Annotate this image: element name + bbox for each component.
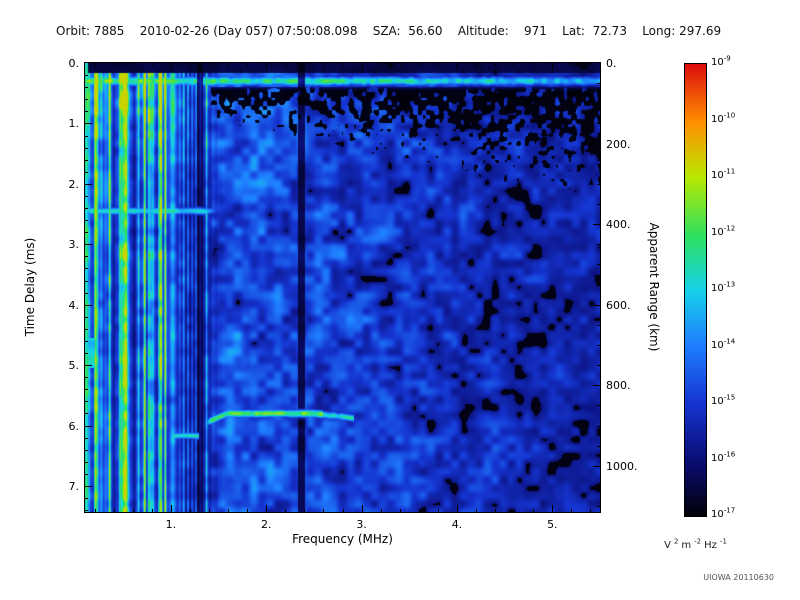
colorbar (684, 63, 707, 517)
right-axis-title: Apparent Range (km) (647, 222, 661, 352)
range-tick-label: 0. (606, 57, 617, 70)
y-tick-label: 1. (68, 117, 80, 131)
colorbar-tick-label: 10-10 (711, 111, 736, 125)
x-tick-label: 2. (260, 518, 272, 531)
range-tick-label: 200. (606, 137, 631, 151)
colorbar-tick-label: 10-12 (711, 224, 736, 238)
x-tick-label: 5. (547, 518, 558, 531)
unit-part: m -2 (681, 537, 702, 551)
colorbar-tick-label: 10-9 (711, 54, 731, 68)
x-tick-label: 3. (356, 518, 367, 531)
plot-frame (84, 62, 601, 513)
unit-part: Hz -1 (704, 537, 727, 551)
range-tick-label: 600. (606, 298, 631, 312)
y-tick-label: 7. (68, 480, 80, 493)
x-tick-label: 1. (165, 518, 177, 531)
range-tick-label: 800. (606, 379, 631, 393)
y-tick-label: 5. (68, 359, 80, 373)
y-tick-label: 3. (68, 238, 80, 252)
y-tick-label: 2. (68, 177, 80, 191)
spectrogram-canvas (85, 63, 600, 512)
header-info: Orbit: 7885 2010-02-26 (Day 057) 07:50:0… (56, 24, 722, 38)
colorbar-tick-label: 10-16 (711, 450, 736, 464)
colorbar-tick-label: 10-11 (711, 167, 736, 181)
y-tick-label: 0. (68, 57, 80, 70)
credit-text: UIOWA 20110630 (703, 573, 774, 582)
colorbar-tick-label: 10-14 (711, 337, 736, 351)
y-axis-title: Time Delay (ms) (23, 237, 37, 337)
y-tick-label: 6. (68, 419, 80, 433)
colorbar-units: V 2 m -2 Hz -1 (664, 537, 730, 551)
x-tick-label: 4. (451, 518, 463, 531)
x-axis-title: Frequency (MHz) (292, 532, 393, 546)
colorbar-tick-label: 10-17 (711, 506, 736, 520)
y-tick-label: 4. (68, 298, 80, 312)
colorbar-tick-label: 10-13 (711, 280, 736, 294)
range-tick-label: 400. (606, 218, 631, 232)
colorbar-tick-label: 10-15 (711, 393, 736, 407)
range-tick-label: 1000. (606, 459, 638, 473)
